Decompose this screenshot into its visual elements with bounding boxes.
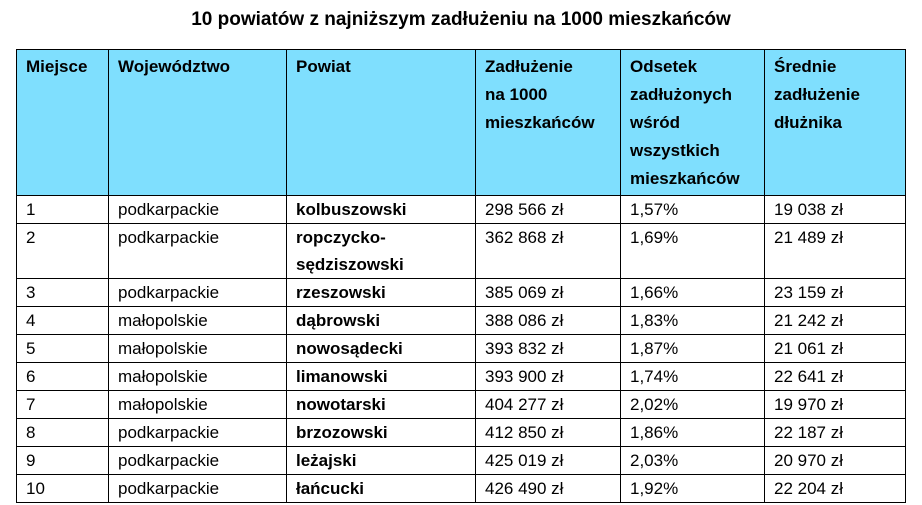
cell-county: dąbrowski [286,306,476,335]
table-row: 3 podkarpackie rzeszowski 385 069 zł 1,6… [16,278,906,307]
cell-place: 5 [16,334,109,363]
cell-share-indebted: 2,02% [620,390,765,419]
cell-county: leżajski [286,446,476,475]
header-line: Odsetek [630,57,698,76]
cell-county: nowotarski [286,390,476,419]
cell-share-indebted: 2,03% [620,446,765,475]
table-row: 10 podkarpackie łańcucki 426 490 zł 1,92… [16,474,906,503]
header-line: mieszkańców [485,113,595,132]
table-row: 1 podkarpackie kolbuszowski 298 566 zł 1… [16,195,906,224]
cell-voivodeship: małopolskie [108,390,287,419]
cell-avg-debt: 21 242 zł [764,306,906,335]
cell-avg-debt: 19 970 zł [764,390,906,419]
table-row: 7 małopolskie nowotarski 404 277 zł 2,02… [16,390,906,419]
table-header-row: Miejsce Województwo Powiat Zadłużenie na… [16,49,906,196]
page-title: 10 powiatów z najniższym zadłużeniu na 1… [191,9,731,30]
cell-avg-debt: 20 970 zł [764,446,906,475]
cell-debt-per-1000: 412 850 zł [475,418,621,447]
header-line: Zadłużenie [485,57,573,76]
cell-avg-debt: 23 159 zł [764,278,906,307]
cell-place: 7 [16,390,109,419]
cell-county: ropczycko- sędziszowski [286,223,476,279]
header-county: Powiat [286,49,476,196]
cell-voivodeship: podkarpackie [108,474,287,503]
cell-voivodeship: małopolskie [108,306,287,335]
cell-debt-per-1000: 298 566 zł [475,195,621,224]
cell-debt-per-1000: 393 832 zł [475,334,621,363]
cell-share-indebted: 1,69% [620,223,765,279]
cell-voivodeship: małopolskie [108,334,287,363]
cell-voivodeship: podkarpackie [108,418,287,447]
cell-share-indebted: 1,74% [620,362,765,391]
cell-county: nowosądecki [286,334,476,363]
header-place: Miejsce [16,49,109,196]
header-line: zadłużenie [774,85,860,104]
table-row: 2 podkarpackie ropczycko- sędziszowski 3… [16,223,906,279]
header-line: na 1000 [485,85,548,104]
header-debt-per-1000: Zadłużenie na 1000 mieszkańców [475,49,621,196]
cell-share-indebted: 1,66% [620,278,765,307]
cell-avg-debt: 22 204 zł [764,474,906,503]
header-voivodeship: Województwo [108,49,287,196]
cell-voivodeship: podkarpackie [108,446,287,475]
cell-county: rzeszowski [286,278,476,307]
ranking-table: Miejsce Województwo Powiat Zadłużenie na… [16,49,906,503]
cell-avg-debt: 22 187 zł [764,418,906,447]
cell-share-indebted: 1,87% [620,334,765,363]
cell-avg-debt: 19 038 zł [764,195,906,224]
header-line: wśród [630,113,681,132]
cell-place: 9 [16,446,109,475]
cell-debt-per-1000: 425 019 zł [475,446,621,475]
table-row: 9 podkarpackie leżajski 425 019 zł 2,03%… [16,446,906,475]
header-line: wszystkich [630,141,720,160]
header-line: Średnie [774,57,837,76]
cell-county-line: ropczycko- [296,228,386,247]
cell-share-indebted: 1,92% [620,474,765,503]
table-row: 4 małopolskie dąbrowski 388 086 zł 1,83%… [16,306,906,335]
cell-voivodeship: podkarpackie [108,223,287,279]
cell-voivodeship: podkarpackie [108,195,287,224]
cell-share-indebted: 1,86% [620,418,765,447]
cell-county: kolbuszowski [286,195,476,224]
cell-place: 6 [16,362,109,391]
header-line: zadłużonych [630,85,733,104]
cell-county-line: sędziszowski [296,255,404,274]
header-line: dłużnika [774,113,843,132]
table-row: 6 małopolskie limanowski 393 900 zł 1,74… [16,362,906,391]
cell-voivodeship: małopolskie [108,362,287,391]
cell-voivodeship: podkarpackie [108,278,287,307]
cell-debt-per-1000: 385 069 zł [475,278,621,307]
cell-debt-per-1000: 426 490 zł [475,474,621,503]
cell-share-indebted: 1,57% [620,195,765,224]
table-row: 5 małopolskie nowosądecki 393 832 zł 1,8… [16,334,906,363]
cell-debt-per-1000: 388 086 zł [475,306,621,335]
header-avg-debt: Średnie zadłużenie dłużnika [764,49,906,196]
header-share-indebted: Odsetek zadłużonych wśród wszystkich mie… [620,49,765,196]
cell-place: 10 [16,474,109,503]
cell-debt-per-1000: 362 868 zł [475,223,621,279]
cell-place: 2 [16,223,109,279]
cell-share-indebted: 1,83% [620,306,765,335]
cell-place: 3 [16,278,109,307]
cell-avg-debt: 22 641 zł [764,362,906,391]
cell-county: łańcucki [286,474,476,503]
cell-place: 4 [16,306,109,335]
cell-debt-per-1000: 404 277 zł [475,390,621,419]
cell-county: limanowski [286,362,476,391]
cell-place: 1 [16,195,109,224]
table-row: 8 podkarpackie brzozowski 412 850 zł 1,8… [16,418,906,447]
cell-avg-debt: 21 061 zł [764,334,906,363]
cell-avg-debt: 21 489 zł [764,223,906,279]
cell-county: brzozowski [286,418,476,447]
cell-debt-per-1000: 393 900 zł [475,362,621,391]
cell-place: 8 [16,418,109,447]
header-line: mieszkańców [630,169,740,188]
